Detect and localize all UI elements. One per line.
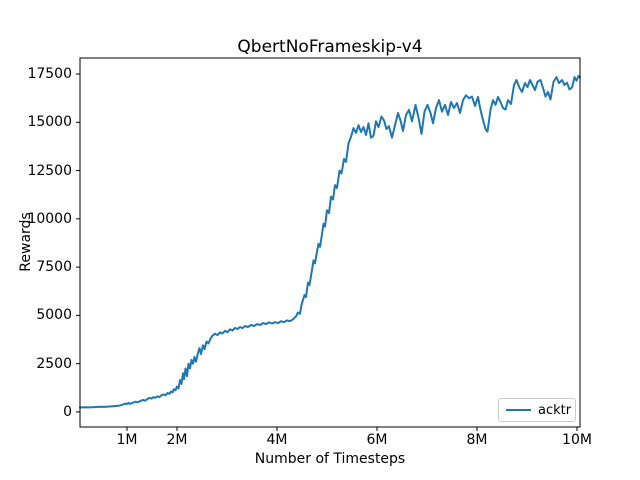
- x-tick-label: 6M: [366, 432, 388, 448]
- legend: acktr: [498, 398, 576, 422]
- plot-border: [79, 57, 581, 428]
- x-tick-label: 10M: [562, 432, 592, 448]
- x-axis-label: Number of Timesteps: [254, 451, 406, 467]
- y-tick-label: 0: [63, 403, 72, 420]
- x-tick-label: 2M: [166, 432, 188, 448]
- x-tick-label: 8M: [466, 432, 488, 448]
- legend-line-swatch: [506, 409, 531, 411]
- axis-tick-marks: [76, 73, 578, 431]
- chart-title: QbertNoFrameskip-v4: [237, 37, 423, 57]
- y-tick-label: 15000: [27, 114, 72, 131]
- x-tick-label: 4M: [266, 432, 288, 448]
- legend-entry-label: acktr: [538, 402, 572, 418]
- x-tick-label: 1M: [116, 432, 138, 448]
- y-tick-label: 17500: [27, 66, 72, 83]
- reward-curve: [79, 75, 581, 409]
- y-tick-label: 2500: [36, 355, 72, 372]
- y-tick-label: 12500: [27, 162, 72, 179]
- y-tick-label: 7500: [36, 259, 72, 276]
- y-tick-label: 10000: [27, 210, 72, 227]
- y-tick-label: 5000: [36, 307, 72, 324]
